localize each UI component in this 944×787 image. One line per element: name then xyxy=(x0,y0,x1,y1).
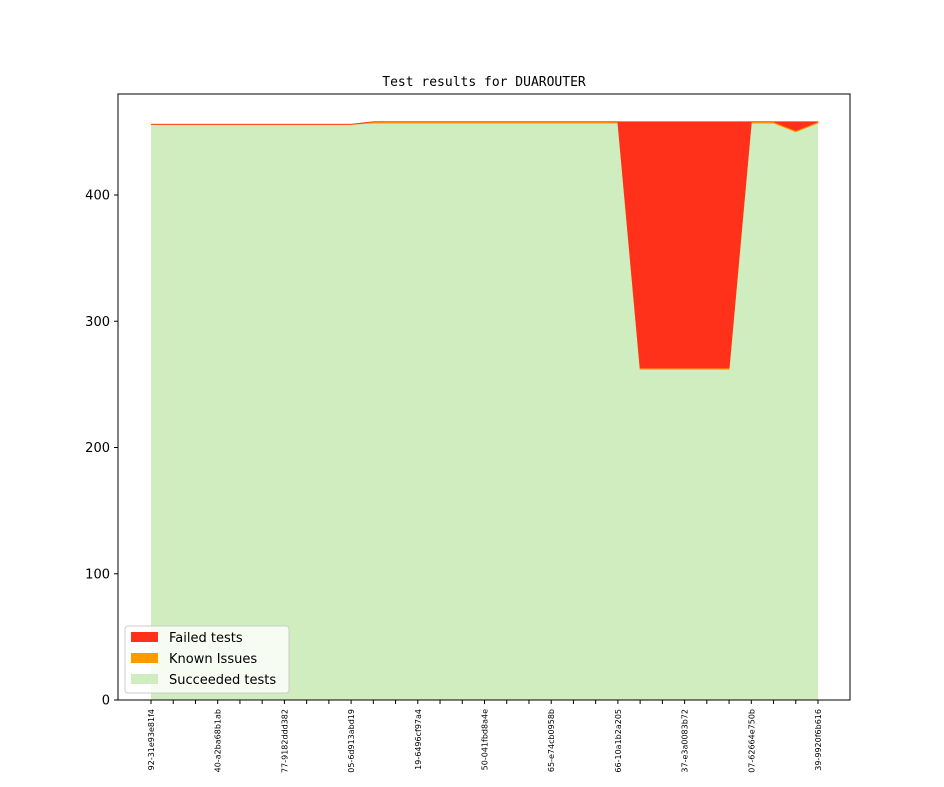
legend-label: Succeeded tests xyxy=(169,673,276,688)
legend-swatch xyxy=(131,632,158,642)
legend-box xyxy=(124,625,290,694)
x-tick-label: 39-9920f6b616 xyxy=(814,709,823,771)
x-tick-label: 40-a2ba68b1ab xyxy=(214,709,223,772)
x-tick-label: 37-e3a0083b72 xyxy=(681,709,690,773)
legend: Failed tests Known Issues Succeeded tests xyxy=(124,625,290,694)
legend-label: Failed tests xyxy=(169,631,243,646)
chart-title: Test results for DUAROUTER xyxy=(382,75,586,90)
x-axis: 92-31e93e81f4 40-a2ba68b1ab 77-9182ddd382 0… xyxy=(147,700,823,773)
x-tick-label: 66-10a1b2a205 xyxy=(614,709,623,773)
y-axis: 0 100 200 300 400 xyxy=(85,189,118,709)
y-tick-label: 0 xyxy=(102,694,110,709)
legend-swatch xyxy=(131,674,158,684)
plot-areas xyxy=(151,121,819,701)
x-tick-label: 05-6d913abd19 xyxy=(347,709,356,773)
x-tick-label: 19-6496cf97a4 xyxy=(414,709,423,770)
area-succeeded-tests xyxy=(151,123,818,701)
x-tick-label: 50-041fbd8a4e xyxy=(481,709,490,770)
y-tick-label: 300 xyxy=(85,315,110,330)
legend-label: Known Issues xyxy=(169,652,257,667)
x-tick-label: 07-62664e750b xyxy=(747,709,756,773)
y-tick-label: 100 xyxy=(85,567,110,582)
y-tick-label: 200 xyxy=(85,441,110,456)
area-failed-tests xyxy=(151,121,819,369)
y-tick-label: 400 xyxy=(85,189,110,204)
legend-swatch xyxy=(131,653,158,663)
x-tick-label: 77-9182ddd382 xyxy=(280,709,289,773)
x-tick-label: 65-e74cb0958b xyxy=(547,709,556,772)
x-tick-label: 92-31e93e81f4 xyxy=(147,709,156,770)
